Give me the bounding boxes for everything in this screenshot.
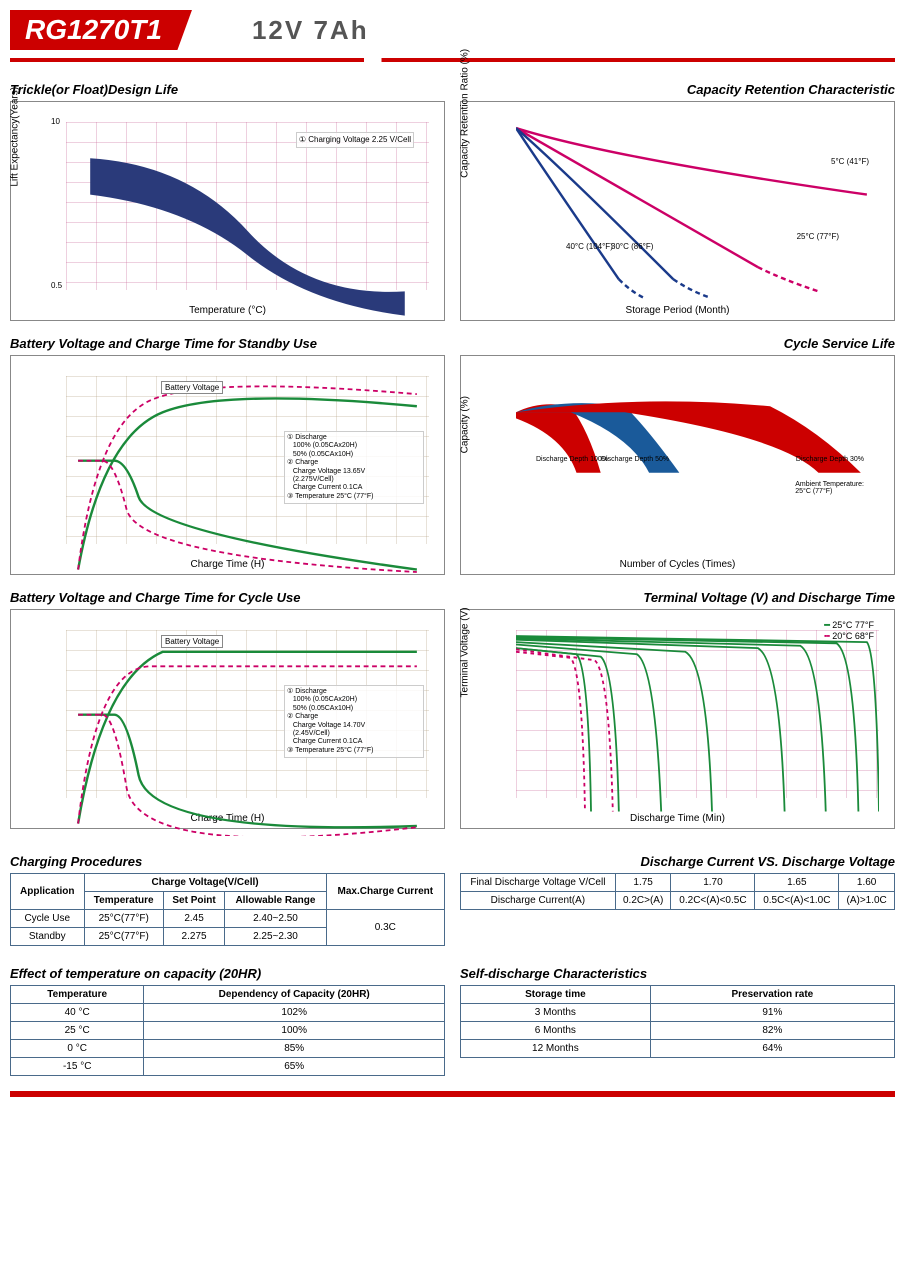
temp-capacity-table: Temperature Dependency of Capacity (20HR… — [10, 985, 445, 1076]
chart-title: Battery Voltage and Charge Time for Cycl… — [10, 590, 445, 605]
y-axis-label: Capacity Retention Ratio (%) — [460, 49, 471, 178]
charging-procedures-section: Charging Procedures Application Charge V… — [10, 844, 445, 946]
td: 0.5C<(A)<1.0C — [755, 892, 839, 910]
th: Dependency of Capacity (20HR) — [144, 986, 445, 1004]
chart-title: Capacity Retention Characteristic — [460, 82, 895, 97]
th: Temperature — [84, 892, 163, 910]
th: Application — [11, 874, 85, 910]
temp-capacity-section: Effect of temperature on capacity (20HR)… — [10, 956, 445, 1076]
ambient-label: Ambient Temperature: 25°C (77°F) — [795, 481, 864, 495]
y-axis-label: Lift Expectancy(Years) — [10, 87, 21, 187]
td: (A)>1.0C — [839, 892, 895, 910]
cycle-bands — [516, 376, 879, 582]
table-title: Charging Procedures — [10, 854, 445, 869]
curve-label: 25°C (77°F) — [797, 232, 839, 241]
td: 0.2C>(A) — [615, 892, 671, 910]
td: Standby — [11, 928, 85, 946]
td: 1.75 — [615, 874, 671, 892]
table-title: Self-discharge Characteristics — [460, 966, 895, 981]
cycle-charge-chart: Charge Time (H) ① Discharge 100% (0.05CA… — [10, 609, 445, 829]
capacity-retention-chart: Capacity Retention Ratio (%) Storage Per… — [460, 101, 895, 321]
capacity-retention-section: Capacity Retention Characteristic Capaci… — [460, 82, 895, 321]
cycle-service-chart: Capacity (%) Number of Cycles (Times) Di… — [460, 355, 895, 575]
bv-label: Battery Voltage — [161, 381, 223, 394]
th: Allowable Range — [225, 892, 326, 910]
td: 25°C(77°F) — [84, 910, 163, 928]
td: 2.275 — [163, 928, 224, 946]
cycle-charge-section: Battery Voltage and Charge Time for Cycl… — [10, 590, 445, 829]
self-discharge-table: Storage time Preservation rate 3 Months9… — [460, 985, 895, 1058]
td: 85% — [144, 1040, 445, 1058]
th: Preservation rate — [650, 986, 894, 1004]
th: Charge Voltage(V/Cell) — [84, 874, 326, 892]
td: 102% — [144, 1004, 445, 1022]
chart-title: Battery Voltage and Charge Time for Stan… — [10, 336, 445, 351]
td: 1.65 — [755, 874, 839, 892]
y-axis-label: Terminal Voltage (V) — [460, 607, 471, 697]
td: Final Discharge Voltage V/Cell — [461, 874, 616, 892]
td: 65% — [144, 1058, 445, 1076]
td: 1.70 — [671, 874, 755, 892]
td: 1.60 — [839, 874, 895, 892]
td: 0.3C — [326, 910, 444, 946]
th: Storage time — [461, 986, 651, 1004]
terminal-voltage-section: Terminal Voltage (V) and Discharge Time … — [460, 590, 895, 829]
td: 25°C(77°F) — [84, 928, 163, 946]
y-axis-label: Capacity (%) — [460, 396, 471, 453]
header-underline — [10, 58, 895, 62]
charging-procedures-table: Application Charge Voltage(V/Cell) Max.C… — [10, 873, 445, 946]
standby-charge-section: Battery Voltage and Charge Time for Stan… — [10, 336, 445, 575]
td: Cycle Use — [11, 910, 85, 928]
trickle-life-chart: Lift Expectancy(Years) Temperature (°C) … — [10, 101, 445, 321]
depth-label: Discharge Depth 50% — [601, 456, 669, 463]
bv-label: Battery Voltage — [161, 635, 223, 648]
td: 12 Months — [461, 1040, 651, 1058]
model-badge: RG1270T1 — [10, 10, 192, 50]
td: 3 Months — [461, 1004, 651, 1022]
self-discharge-section: Self-discharge Characteristics Storage t… — [460, 956, 895, 1076]
td: Discharge Current(A) — [461, 892, 616, 910]
chart-title: Cycle Service Life — [460, 336, 895, 351]
depth-label: Discharge Depth 100% — [536, 456, 608, 463]
th: Max.Charge Current — [326, 874, 444, 910]
footer-bar — [10, 1091, 895, 1097]
curve-label: 5°C (41°F) — [831, 157, 869, 166]
cycle-service-section: Cycle Service Life Capacity (%) Number o… — [460, 336, 895, 575]
table-title: Discharge Current VS. Discharge Voltage — [460, 854, 895, 869]
trickle-band — [66, 122, 429, 328]
td: 2.45 — [163, 910, 224, 928]
td: 0 °C — [11, 1040, 144, 1058]
th: Temperature — [11, 986, 144, 1004]
td: 0.2C<(A)<0.5C — [671, 892, 755, 910]
standby-curves — [66, 376, 429, 582]
trickle-life-section: Trickle(or Float)Design Life Lift Expect… — [10, 82, 445, 321]
td: 91% — [650, 1004, 894, 1022]
table-title: Effect of temperature on capacity (20HR) — [10, 966, 445, 981]
retention-curves — [516, 122, 879, 328]
chart-title: Trickle(or Float)Design Life — [10, 82, 445, 97]
td: 82% — [650, 1022, 894, 1040]
td: 40 °C — [11, 1004, 144, 1022]
discharge-cv-table: Final Discharge Voltage V/Cell 1.75 1.70… — [460, 873, 895, 910]
td: 2.25~2.30 — [225, 928, 326, 946]
discharge-current-voltage-section: Discharge Current VS. Discharge Voltage … — [460, 844, 895, 946]
td: 64% — [650, 1040, 894, 1058]
td: 100% — [144, 1022, 445, 1040]
header: RG1270T1 12V 7Ah — [10, 10, 895, 50]
spec-text: 12V 7Ah — [252, 15, 369, 46]
td: 6 Months — [461, 1022, 651, 1040]
td: 2.40~2.50 — [225, 910, 326, 928]
th: Set Point — [163, 892, 224, 910]
cycle-charge-curves — [66, 630, 429, 836]
discharge-curves — [516, 630, 879, 836]
depth-label: Discharge Depth 30% — [796, 456, 864, 463]
terminal-voltage-chart: Terminal Voltage (V) Discharge Time (Min… — [460, 609, 895, 829]
chart-title: Terminal Voltage (V) and Discharge Time — [460, 590, 895, 605]
td: -15 °C — [11, 1058, 144, 1076]
td: 25 °C — [11, 1022, 144, 1040]
curve-label: 30°C (86°F) — [611, 242, 653, 251]
standby-charge-chart: Charge Time (H) ① Discharge 100% (0.05CA… — [10, 355, 445, 575]
curve-label: 40°C (104°F) — [566, 242, 613, 251]
